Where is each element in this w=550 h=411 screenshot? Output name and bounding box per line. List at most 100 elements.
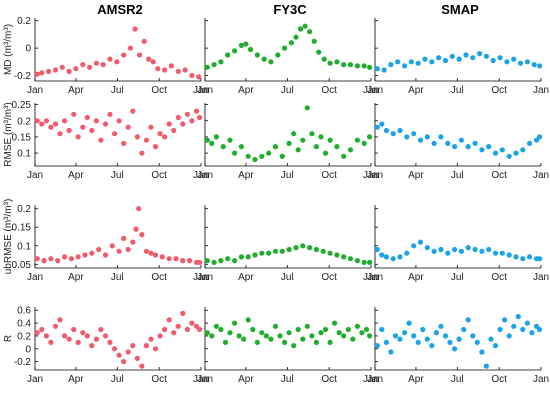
x-tick-label: Jul xyxy=(281,374,294,385)
data-point xyxy=(327,339,333,345)
data-point xyxy=(222,339,229,345)
data-point xyxy=(232,320,238,326)
data-point xyxy=(367,64,373,70)
data-point xyxy=(168,63,174,69)
x-tick-label: Jul xyxy=(451,374,464,385)
data-point xyxy=(311,38,317,44)
y-tick-label: -0.2 xyxy=(14,71,32,82)
data-point xyxy=(531,62,537,68)
data-point xyxy=(275,52,281,58)
data-point xyxy=(300,336,306,342)
data-point xyxy=(266,250,272,256)
data-point xyxy=(293,245,299,251)
data-point xyxy=(34,256,40,262)
y-tick-label: 0.1 xyxy=(17,149,31,160)
data-point xyxy=(80,62,86,68)
data-point xyxy=(497,326,503,333)
data-point xyxy=(227,137,233,143)
data-point xyxy=(436,55,442,61)
column-title-fy3c: FY3C xyxy=(273,2,307,17)
x-tick-label: Jan xyxy=(367,272,383,283)
data-point xyxy=(537,326,543,333)
x-tick-label: Jan xyxy=(193,85,209,96)
data-point xyxy=(68,256,74,262)
data-point xyxy=(318,330,324,336)
data-point xyxy=(98,137,104,143)
data-point xyxy=(62,333,68,339)
data-point xyxy=(66,336,72,342)
data-point xyxy=(322,326,329,333)
data-point xyxy=(59,64,65,70)
data-point xyxy=(465,144,471,150)
column-title-amsr2: AMSR2 xyxy=(97,2,143,17)
data-point xyxy=(374,124,380,130)
x-tick-label: Jan xyxy=(193,170,209,181)
data-point xyxy=(383,127,389,134)
data-point xyxy=(458,137,464,143)
data-point xyxy=(48,339,54,345)
data-point xyxy=(247,46,254,53)
data-point xyxy=(361,63,367,69)
ylabel-rmse: RMSE (m³/m³) xyxy=(3,102,14,166)
panel-ubrmse-fy3c: Jan Apr Jul Oct Jan xyxy=(197,205,379,283)
data-point xyxy=(517,60,524,66)
data-point xyxy=(132,26,138,32)
x-tick-label: Apr xyxy=(238,85,254,96)
data-point xyxy=(313,246,319,253)
data-point xyxy=(162,326,168,333)
data-point xyxy=(189,72,195,79)
data-point xyxy=(470,333,476,339)
data-point xyxy=(350,336,356,342)
data-point xyxy=(379,252,385,258)
x-tick-label: Apr xyxy=(68,272,84,283)
data-point xyxy=(57,317,63,323)
data-point xyxy=(295,147,301,153)
data-point xyxy=(238,144,244,150)
data-point xyxy=(374,66,380,72)
data-point xyxy=(184,326,190,333)
data-point xyxy=(452,144,458,150)
x-tick-label: Jan xyxy=(193,272,209,283)
data-point xyxy=(345,326,351,333)
data-point xyxy=(282,45,288,51)
data-point xyxy=(48,124,54,130)
data-point xyxy=(268,59,274,65)
panel-rmse-amsr2: 0.1 0.15 0.2 0.25 Jan Apr Jul Oct Jan xyxy=(12,100,210,181)
data-point xyxy=(307,29,313,35)
data-point xyxy=(180,310,186,316)
data-point xyxy=(445,250,451,256)
data-point xyxy=(143,137,149,143)
data-point xyxy=(354,323,360,329)
x-tick-label: Oct xyxy=(491,272,507,283)
data-point xyxy=(472,140,478,146)
panel-ubrmse-amsr2: 0.05 0.1 0.15 0.2 Jan Apr Jul Oct Jan xyxy=(12,204,210,283)
data-point xyxy=(187,258,193,264)
data-point xyxy=(456,56,462,62)
data-point xyxy=(139,232,145,238)
data-point xyxy=(209,333,215,339)
data-point xyxy=(213,134,219,140)
y-tick-label: 0.2 xyxy=(17,204,31,215)
x-tick-label: Jan xyxy=(197,85,213,96)
x-tick-label: Oct xyxy=(151,374,167,385)
data-point xyxy=(404,134,410,140)
data-point xyxy=(327,60,333,66)
data-point xyxy=(302,23,308,29)
data-point xyxy=(288,40,294,46)
data-point xyxy=(341,153,347,159)
data-point xyxy=(483,363,489,369)
data-point xyxy=(442,333,449,339)
data-point xyxy=(57,131,63,137)
data-point xyxy=(529,330,535,336)
data-point xyxy=(55,258,61,264)
data-point xyxy=(537,134,543,140)
data-point xyxy=(116,248,122,254)
x-tick-label: Jan xyxy=(363,85,379,96)
x-tick-label: Oct xyxy=(491,170,507,181)
data-point xyxy=(252,156,258,163)
panel-r-fy3c: Jan Apr Jul Oct Jan xyxy=(197,307,379,385)
data-point xyxy=(511,56,517,62)
data-point xyxy=(204,64,210,70)
data-point xyxy=(332,320,338,326)
